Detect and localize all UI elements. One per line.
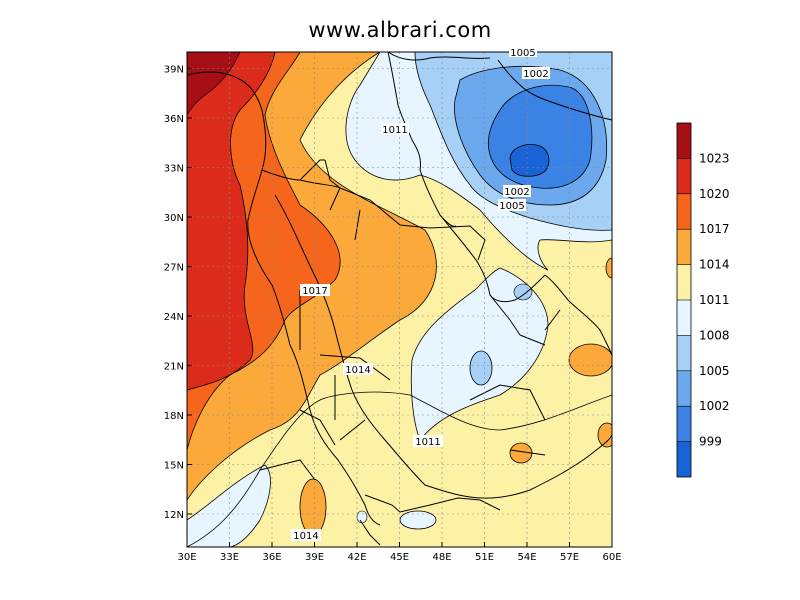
colorbar-swatch: [677, 193, 691, 230]
colorbar-swatch: [677, 406, 691, 442]
field-1005-1008-small: [469, 350, 493, 386]
field-1005-1008-gulf: [513, 283, 533, 301]
field-1014-1017-oman: [568, 343, 612, 377]
colorbar-swatch: [677, 123, 691, 159]
contour-label: 1017: [300, 284, 330, 297]
colorbar-label: 1005: [699, 364, 730, 378]
colorbar-swatch: [677, 370, 691, 407]
field-1008-1011-small: [356, 510, 368, 524]
y-tick-label: 18N: [164, 411, 184, 422]
x-tick-label: 33E: [220, 552, 239, 563]
y-tick-label: 15N: [164, 461, 184, 472]
contour-label: 1014: [291, 529, 321, 542]
x-tick-label: 45E: [390, 552, 409, 563]
contour-label-text: 1005: [499, 201, 524, 212]
field-above-1023: [187, 52, 241, 116]
colorbar-label: 1020: [699, 187, 730, 201]
y-tick-label: 36N: [164, 114, 184, 125]
contour-label-text: 1014: [293, 531, 318, 542]
contour-label: 1011: [413, 435, 443, 448]
colorbar-label: 1017: [699, 222, 730, 236]
colorbar-swatch: [677, 300, 691, 336]
field-1008-1011-southwest: [187, 464, 271, 547]
colorbar-swatch: [677, 264, 691, 300]
contour-label: 1005: [498, 199, 526, 212]
colorbar-label: 1023: [699, 151, 730, 165]
contour-label: 1014: [343, 363, 373, 376]
colorbar-label: 1002: [699, 399, 730, 413]
x-tick-label: 48E: [432, 552, 451, 563]
x-tick-label: 36E: [262, 552, 281, 563]
contour-label-text: 1005: [510, 48, 535, 59]
contour-label: 1005: [509, 46, 537, 59]
x-axis: 30E 33E 36E 39E 42E 45E 48E 51E 54E 57E 60E: [177, 542, 622, 563]
field-1020-1023: [187, 52, 276, 391]
y-tick-label: 24N: [164, 312, 184, 323]
colorbar-swatch: [677, 441, 691, 477]
colorbar-label: 1011: [699, 293, 730, 307]
x-tick-label: 57E: [560, 552, 579, 563]
colorbar-label: 999: [699, 435, 722, 449]
field-1014-1017-ethiopia: [299, 478, 327, 536]
x-tick-label: 42E: [347, 552, 366, 563]
colorbar-swatch: [677, 158, 691, 194]
contour-label-text: 1017: [302, 286, 327, 297]
y-tick-label: 33N: [164, 164, 184, 175]
y-tick-label: 21N: [164, 362, 184, 373]
pressure-field: [187, 52, 612, 547]
colorbar-label: 1014: [699, 258, 730, 272]
contour-label-text: 1002: [523, 69, 548, 80]
contour-label-text: 1011: [382, 125, 407, 136]
contour-label-text: 1002: [504, 187, 529, 198]
y-tick-label: 12N: [164, 510, 184, 521]
y-axis: 39N 36N 33N 30N 27N 24N 21N 18N 15N 12N: [164, 65, 192, 521]
x-tick-label: 39E: [305, 552, 324, 563]
x-tick-label: 54E: [517, 552, 536, 563]
colorbar: 1023 1020 1017 1014 1011 1008 1005 1002 999: [676, 122, 730, 478]
contour-label: 1011: [381, 123, 409, 136]
y-tick-label: 39N: [164, 65, 184, 76]
contour-label-text: 1014: [345, 365, 370, 376]
x-tick-label: 30E: [177, 552, 196, 563]
contour-labels: 1005 1002 1011 1002 1005 1017 1014 1011: [291, 46, 550, 542]
y-tick-label: 30N: [164, 213, 184, 224]
x-tick-label: 51E: [475, 552, 494, 563]
map-grid: [187, 52, 612, 547]
field-1014-1017-ne: [605, 257, 612, 279]
map-title: www.albrari.com: [308, 18, 492, 42]
colorbar-swatch: [677, 229, 691, 265]
x-tick-label: 60E: [602, 552, 621, 563]
field-below-999: [509, 144, 550, 177]
contour-label: 1002: [522, 67, 550, 80]
field-1014-1017-east: [597, 422, 612, 448]
y-tick-label: 27N: [164, 263, 184, 274]
contour-label-text: 1011: [415, 437, 440, 448]
colorbar-swatch: [677, 335, 691, 371]
field-1008-1011-gulf-aden: [399, 510, 437, 530]
colorbar-label: 1008: [699, 328, 730, 342]
contour-label: 1002: [503, 185, 531, 198]
